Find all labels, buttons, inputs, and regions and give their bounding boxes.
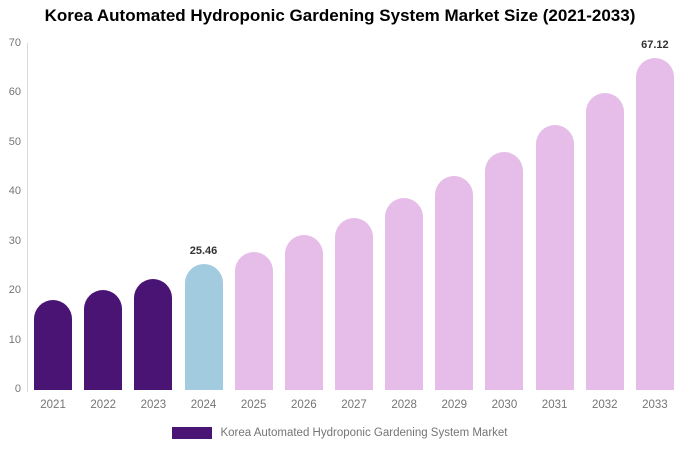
legend-label: Korea Automated Hydroponic Gardening Sys… [220, 427, 508, 439]
y-tick-label-60: 60 [8, 86, 21, 99]
bar-2029[interactable] [435, 175, 474, 390]
x-label-2033: 2033 [642, 399, 668, 411]
bar-2031[interactable] [535, 124, 574, 390]
x-label-2027: 2027 [341, 399, 367, 411]
y-tick-label-50: 50 [8, 135, 21, 148]
x-label-2026: 2026 [291, 399, 317, 411]
x-label-2024: 2024 [190, 399, 217, 411]
y-tick-label-0: 0 [14, 383, 21, 395]
x-label-2031: 2031 [541, 399, 568, 411]
x-label-2025: 2025 [240, 399, 267, 411]
bar-2026[interactable] [284, 235, 323, 390]
bar-2021[interactable] [34, 300, 73, 390]
x-label-2032: 2032 [591, 399, 618, 411]
value-label-2033: 67.12 [641, 39, 669, 52]
chart-title: Korea Automated Hydroponic Gardening Sys… [44, 6, 636, 25]
bar-2028[interactable] [385, 198, 424, 390]
y-tick-label-10: 10 [8, 333, 21, 346]
legend-swatch [172, 427, 213, 439]
bar-2032[interactable] [585, 93, 624, 390]
value-label-2024: 25.46 [189, 245, 218, 258]
y-tick-label-70: 70 [8, 37, 21, 49]
y-axis-line [27, 43, 28, 392]
bar-2030[interactable] [485, 151, 524, 390]
plot-area [28, 44, 680, 390]
x-label-2021: 2021 [40, 399, 66, 411]
x-label-2029: 2029 [441, 399, 468, 411]
bar-2025[interactable] [234, 251, 273, 390]
bar-2022[interactable] [84, 290, 123, 390]
bar-2024[interactable] [184, 264, 223, 390]
bar-2023[interactable] [134, 278, 173, 390]
bar-2027[interactable] [335, 217, 373, 390]
x-label-2022: 2022 [90, 399, 116, 411]
legend[interactable]: Korea Automated Hydroponic Gardening Sys… [0, 426, 680, 440]
bar-2033[interactable] [635, 58, 674, 390]
y-tick-label-20: 20 [8, 284, 21, 297]
x-label-2030: 2030 [491, 399, 518, 411]
x-label-2028: 2028 [391, 399, 417, 411]
y-tick-label-40: 40 [8, 185, 21, 198]
y-tick-label-30: 30 [8, 234, 21, 247]
x-label-2023: 2023 [140, 399, 167, 411]
